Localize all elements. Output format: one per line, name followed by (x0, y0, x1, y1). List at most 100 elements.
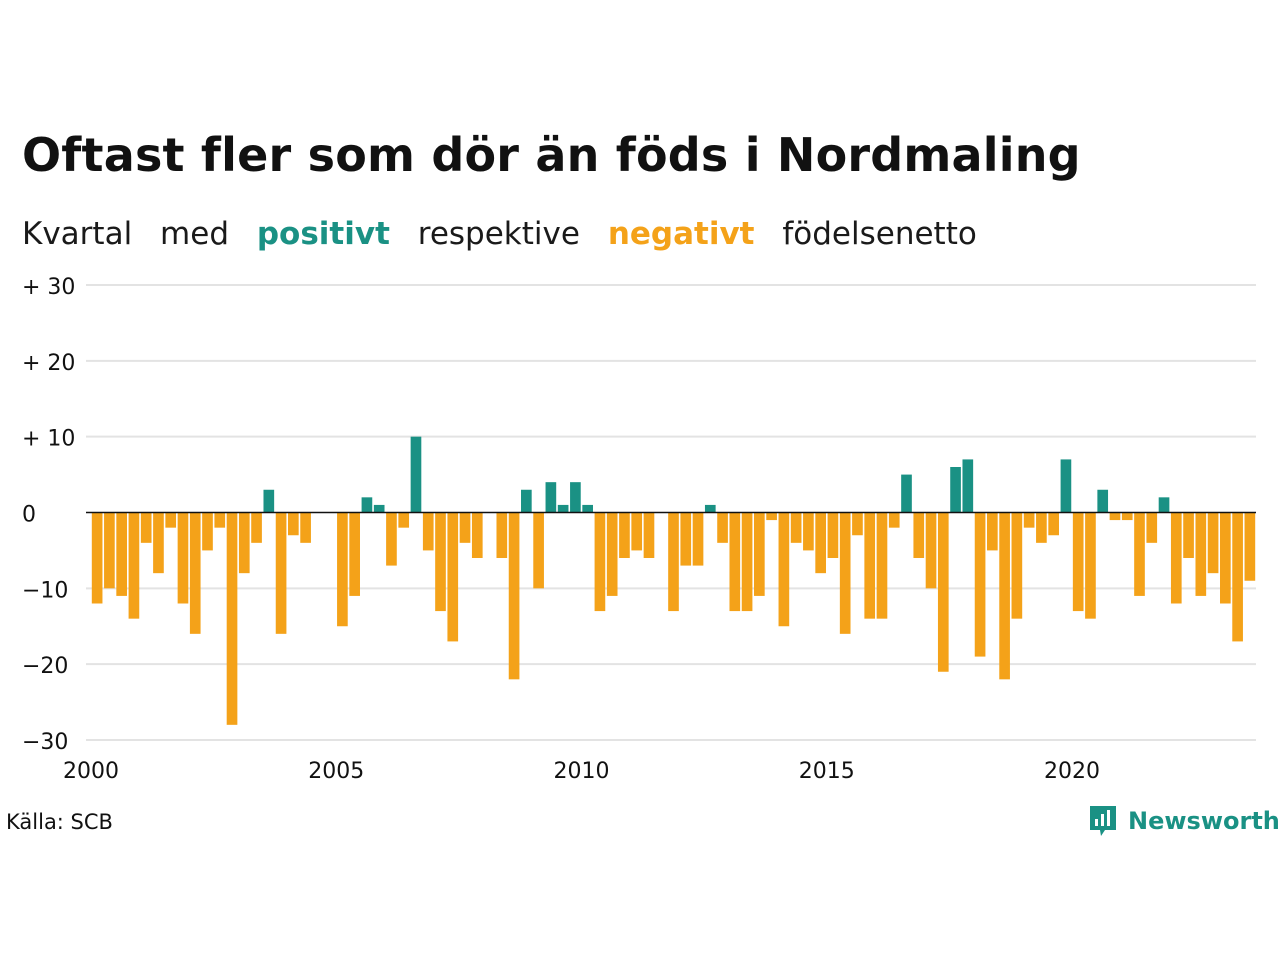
bar-positive (361, 497, 373, 513)
newsworthy-logo: Newsworthy (1088, 804, 1280, 838)
bar-chart: + 30 + 20 + 10 0 −10 −20 −30 2000 2005 2010 2015 20… (22, 275, 1256, 784)
bar-negative (300, 512, 311, 543)
bar-negative (128, 512, 140, 619)
x-tick-label: 2000 (63, 759, 119, 784)
bar-negative (275, 512, 287, 634)
bar-negative (202, 512, 213, 551)
bar-positive (545, 482, 557, 513)
bar-negative (827, 512, 839, 558)
x-tick-label: 2010 (554, 759, 610, 784)
bar-negative (1183, 512, 1194, 558)
bar-negative (815, 512, 826, 574)
bar-negative (1011, 512, 1023, 619)
bar-negative (852, 512, 863, 536)
bar-negative (1244, 512, 1256, 581)
bar-negative (1170, 512, 1182, 604)
bar-negative (1121, 512, 1133, 521)
y-tick-label: −10 (22, 578, 68, 603)
bar-negative (1072, 512, 1084, 612)
subtitle-word: respektive (417, 216, 580, 252)
bar-negative (1195, 512, 1207, 596)
bar-positive (557, 504, 569, 513)
bar-negative (925, 512, 937, 589)
bar-positive (704, 504, 716, 513)
bar-negative (631, 512, 643, 551)
bar-negative (594, 512, 606, 612)
bar-negative (496, 512, 508, 558)
brand-name: Newsworthy (1128, 807, 1280, 835)
bar-negative (471, 512, 483, 558)
source-credit: Källa: SCB (6, 810, 113, 834)
bar-negative (1109, 512, 1121, 521)
bar-negative (349, 512, 360, 596)
bar-negative (987, 512, 998, 551)
bar-negative (717, 512, 728, 543)
bar-negative (508, 512, 520, 680)
bar-positive (263, 489, 275, 513)
chart-title: Oftast fler som dör än föds i Nordmaling (22, 128, 1081, 182)
bar-negative (619, 512, 630, 558)
bar-negative (741, 512, 753, 612)
y-tick-label: −30 (22, 730, 68, 755)
bar-negative (1085, 512, 1096, 619)
bar-positive (521, 489, 532, 513)
bar-negative (153, 512, 164, 574)
bar-negative (140, 512, 152, 543)
bar-negative (214, 512, 226, 528)
x-tick-label: 2005 (308, 759, 364, 784)
bar-negative (447, 512, 459, 642)
bar-negative (913, 512, 925, 558)
bar-negative (91, 512, 103, 604)
newsworthy-logo-icon (1090, 806, 1116, 836)
bar-negative (766, 512, 777, 521)
y-tick-label: −20 (22, 654, 68, 679)
bar-negative (643, 512, 655, 558)
bar-negative (189, 512, 201, 634)
bar-positive (570, 482, 581, 513)
bar-negative (839, 512, 851, 634)
subtitle-word: Kvartal (22, 216, 133, 252)
bar-positive (373, 504, 385, 513)
bar-negative (999, 512, 1010, 680)
bar-negative (398, 512, 410, 528)
bar-positive (962, 459, 974, 513)
bar-negative (1134, 512, 1145, 596)
bar-negative (422, 512, 434, 551)
chart-subtitle: Kvartal med positivt respektive negativt… (22, 216, 995, 252)
bar-positive (410, 436, 422, 513)
bar-positive (950, 467, 961, 513)
bar-negative (1232, 512, 1243, 642)
bar-negative (459, 512, 471, 543)
bar-negative (1146, 512, 1158, 543)
bar-negative (386, 512, 397, 566)
bar-negative (1220, 512, 1231, 604)
subtitle-negative-label: negativt (607, 216, 755, 252)
bar-positive (1060, 459, 1072, 513)
bar-negative (1048, 512, 1059, 536)
bar-negative (1023, 512, 1035, 528)
bar-negative (754, 512, 765, 596)
bar-negative (790, 512, 802, 543)
bar-negative (729, 512, 741, 612)
bar-negative (876, 512, 888, 619)
bar-negative (1207, 512, 1219, 574)
bar-negative (974, 512, 986, 657)
bar-negative (165, 512, 177, 528)
bar-negative (226, 512, 238, 725)
bar-negative (251, 512, 262, 543)
bar-negative (888, 512, 900, 528)
bar-negative (104, 512, 115, 589)
y-tick-label: + 30 (22, 275, 75, 300)
y-tick-label: + 20 (22, 351, 75, 376)
bar-negative (533, 512, 544, 589)
bar-negative (1036, 512, 1047, 543)
bar-negative (680, 512, 692, 566)
bar-negative (692, 512, 704, 566)
x-tick-label: 2020 (1044, 759, 1100, 784)
bar-positive (1097, 489, 1109, 513)
bar-negative (116, 512, 127, 596)
subtitle-positive-label: positivt (256, 216, 390, 252)
subtitle-word: med (160, 216, 229, 252)
bar-positive (582, 504, 593, 513)
y-tick-label: + 10 (22, 427, 75, 452)
